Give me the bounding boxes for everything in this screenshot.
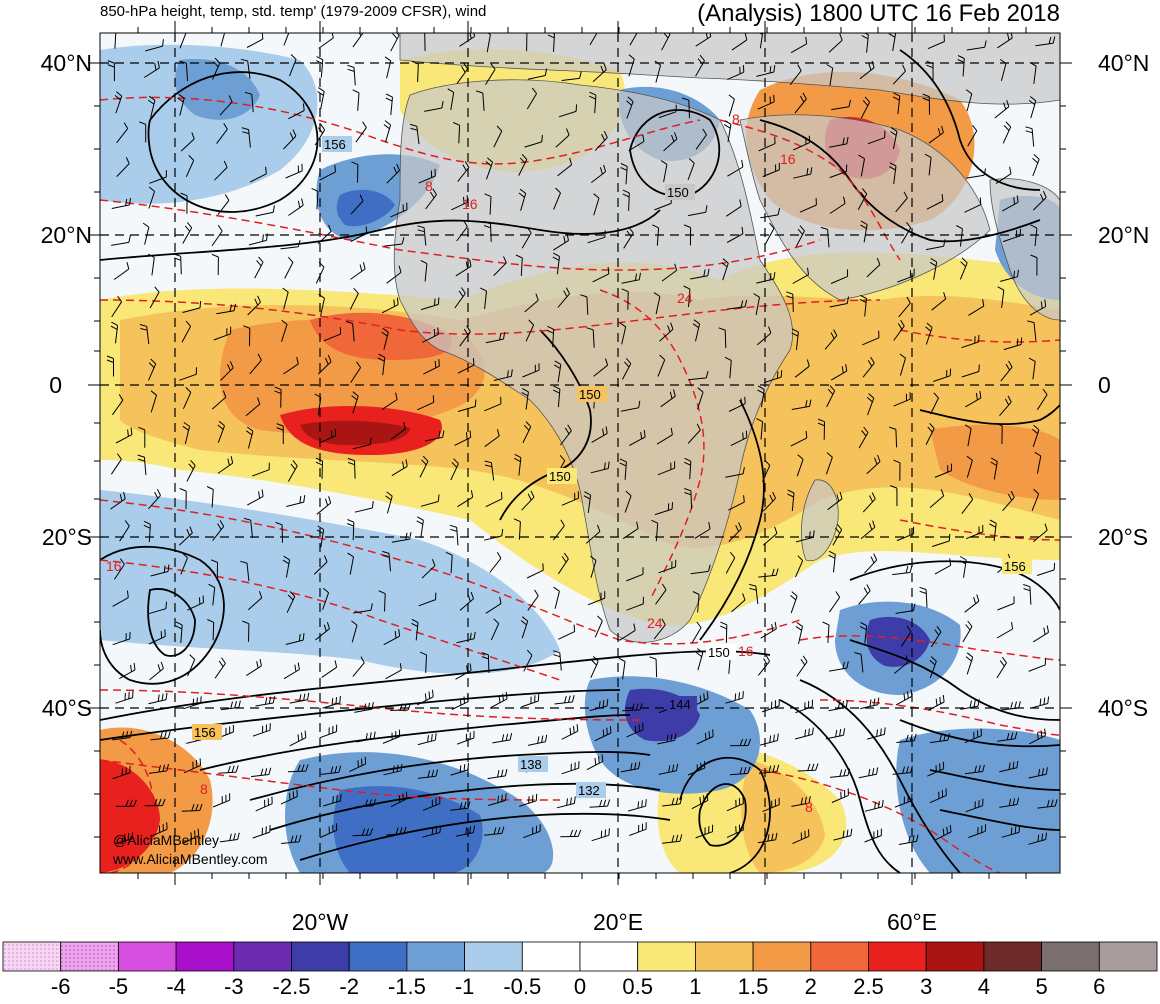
plot-area: 156 150 150 150 150 156 156 144 138 132 …: [100, 24, 1060, 873]
colorbar-swatch: [811, 942, 869, 971]
colorbar-tick-label: 0.5: [622, 974, 653, 999]
lat-label-left: 40°N: [41, 50, 92, 76]
temp-contour-label: 24: [647, 615, 663, 631]
colorbar-tick-label: -0.5: [503, 974, 541, 999]
colorbar-tick-label: 1.5: [738, 974, 769, 999]
height-contour-label: 150: [708, 645, 730, 660]
colorbar-swatch: [695, 942, 753, 971]
temp-contour-label: 16: [780, 151, 796, 167]
colorbar-tick-label: -6: [51, 974, 71, 999]
colorbar-swatch: [407, 942, 465, 971]
colorbar-swatch: [349, 942, 407, 971]
longitude-labels: 20°W 20°E 60°E: [292, 909, 937, 935]
credit-url: www.AliciaMBentley.com: [112, 851, 268, 867]
colorbar-labels: -6 -5 -4 -3 -2.5 -2 -1.5 -1 -0.5 0 0.5 1 1.5 2 2.5 3 4 5 6: [51, 974, 1106, 999]
lat-label-left: 20°S: [42, 524, 92, 550]
colorbar-tick-label: -3: [224, 974, 244, 999]
colorbar-swatch: [1042, 942, 1100, 971]
lon-label: 20°E: [593, 909, 643, 935]
colorbar-tick-label: 6: [1093, 974, 1105, 999]
height-contour-label: 150: [549, 469, 571, 484]
colorbar-swatch: [753, 942, 811, 971]
temp-contour-label: 16: [106, 558, 122, 574]
lat-label-left: 0: [49, 372, 62, 398]
colorbar-swatch: [465, 942, 523, 971]
height-contour-label: 144: [669, 697, 691, 712]
height-contour-label: 150: [579, 387, 601, 402]
colorbar-tick-label: -5: [109, 974, 129, 999]
colorbar-swatch: [61, 942, 119, 971]
lat-label-left: 20°N: [41, 222, 92, 248]
colorbar-swatch: [580, 942, 638, 971]
colorbar-tick-label: 2.5: [853, 974, 884, 999]
colorbar-swatch: [176, 942, 234, 971]
lat-label-right: 40°N: [1098, 50, 1149, 76]
colorbar-swatch: [1099, 942, 1157, 971]
height-contour-label: 156: [324, 137, 346, 152]
cold-anomaly-far-southeast: [896, 728, 1060, 873]
colorbar-tick-label: 5: [1035, 974, 1047, 999]
lat-label-right: 20°N: [1098, 222, 1149, 248]
height-contour-label: 156: [194, 725, 216, 740]
colorbar-swatch: [234, 942, 292, 971]
temp-contour-label: 24: [677, 290, 693, 306]
colorbar-tick-label: -2: [339, 974, 359, 999]
colorbar-swatch: [292, 942, 350, 971]
colorbar-swatch: [984, 942, 1042, 971]
colorbar-swatch: [3, 942, 61, 971]
colorbar-swatch: [522, 942, 580, 971]
lat-label-right: 0: [1098, 372, 1111, 398]
colorbar-tick-label: 1: [689, 974, 701, 999]
temp-contour-label: 16: [738, 643, 754, 659]
colorbar-tick-label: -1: [455, 974, 475, 999]
temp-contour-label: 16: [462, 196, 478, 212]
colorbar-tick-label: -1.5: [388, 974, 426, 999]
colorbar-tick-label: 2: [805, 974, 817, 999]
lon-label: 20°W: [292, 909, 349, 935]
colorbar: [3, 942, 1157, 971]
colorbar-swatch: [869, 942, 927, 971]
colorbar-tick-label: 4: [978, 974, 990, 999]
temp-contour-label: 8: [805, 799, 813, 815]
credit-handle: @AliciaMBentley: [113, 832, 219, 848]
colorbar-swatch: [118, 942, 176, 971]
temp-contour-label: 8: [425, 178, 433, 194]
colorbar-tick-label: -2.5: [273, 974, 311, 999]
colorbar-tick-label: -4: [166, 974, 186, 999]
temp-contour-label: 8: [200, 781, 208, 797]
lon-label: 60°E: [887, 909, 937, 935]
colorbar-swatch: [926, 942, 984, 971]
temp-contour-label: 8: [732, 111, 740, 127]
lat-label-right: 20°S: [1098, 524, 1148, 550]
height-contour-label: 132: [578, 783, 600, 798]
height-contour-label: 138: [520, 757, 542, 772]
height-contour-label: 156: [1004, 559, 1026, 574]
colorbar-tick-label: 3: [920, 974, 932, 999]
lat-label-left: 40°S: [42, 695, 92, 721]
height-contour-label: 150: [667, 185, 689, 200]
colorbar-tick-label: 0: [574, 974, 586, 999]
colorbar-swatch: [638, 942, 696, 971]
lat-label-right: 40°S: [1098, 695, 1148, 721]
